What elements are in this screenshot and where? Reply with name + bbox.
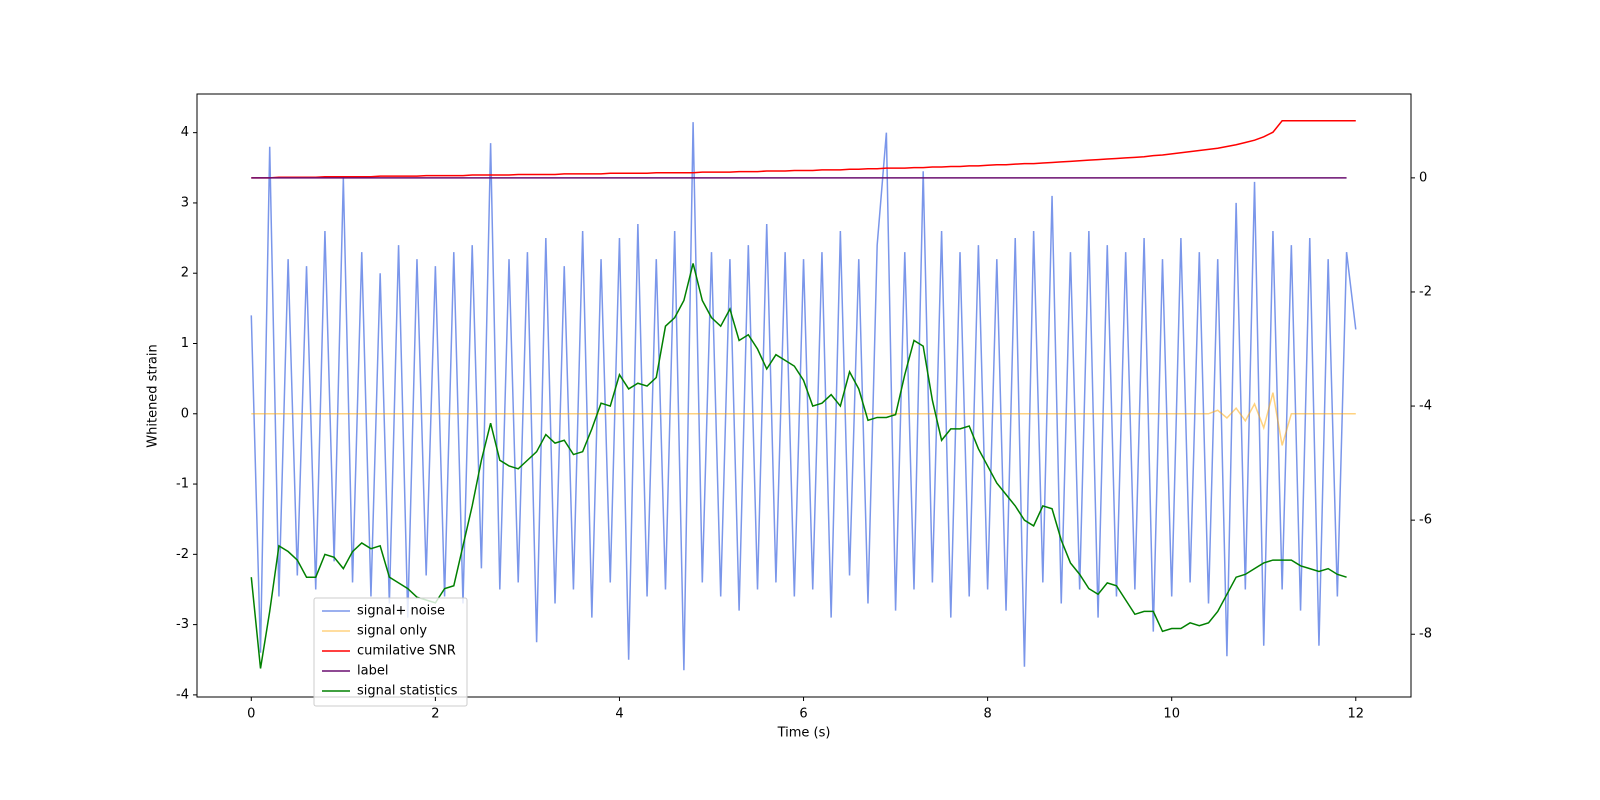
y-tick-label: -1 — [176, 477, 189, 492]
y-tick-label: 1 — [181, 336, 189, 351]
y-tick-label: 2 — [181, 266, 189, 281]
series-line — [250, 122, 1357, 671]
x-tick-label: 12 — [1348, 707, 1365, 722]
y-tick-label: 3 — [181, 195, 189, 210]
x-tick-label: 6 — [799, 707, 807, 722]
x-tick-label: 2 — [431, 707, 439, 722]
x-tick-label: 0 — [247, 707, 255, 722]
y-tick-label: -4 — [176, 687, 189, 702]
x-tick-label: 4 — [615, 707, 623, 722]
legend-label: signal statistics — [357, 684, 458, 699]
legend-label: label — [357, 664, 388, 679]
y-tick-label: -3 — [176, 617, 189, 632]
y2-tick-label: -8 — [1419, 627, 1432, 642]
y-tick-label: -2 — [176, 547, 189, 562]
y2-tick-label: -2 — [1419, 284, 1432, 299]
series-line — [251, 392, 1356, 446]
legend-label: signal+ noise — [357, 604, 445, 619]
x-tick-label: 8 — [983, 707, 991, 722]
legend-box — [313, 597, 468, 707]
y2-tick-label: 0 — [1419, 170, 1427, 185]
y-axis-label: Whitened strain — [146, 344, 161, 447]
legend-label: signal only — [357, 624, 427, 639]
y2-tick-label: -4 — [1419, 399, 1432, 414]
x-tick-label: 10 — [1163, 707, 1180, 722]
series-line — [251, 120, 1356, 179]
y-tick-label: 0 — [181, 406, 189, 421]
marks — [250, 120, 1357, 671]
legend-label: cumilative SNR — [357, 644, 456, 659]
y-tick-label: 4 — [181, 125, 189, 140]
legend: signal+ noise signal only cumilative SNR la… — [313, 597, 468, 707]
x-axis-label: Time (s) — [777, 726, 831, 741]
y2-tick-label: -6 — [1419, 513, 1432, 528]
